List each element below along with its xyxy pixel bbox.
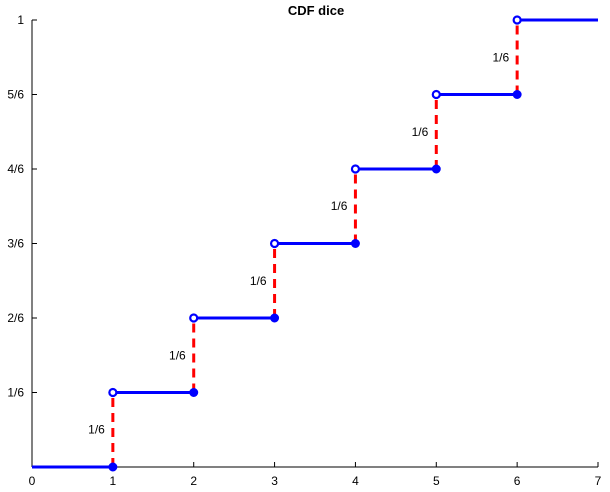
- closed-point: [431, 164, 441, 174]
- y-tick-label: 2/6: [7, 311, 24, 325]
- closed-point: [512, 90, 522, 100]
- closed-point: [189, 387, 199, 397]
- step-markers: [108, 15, 522, 472]
- x-tick-label: 3: [271, 474, 278, 488]
- x-tick-label: 5: [433, 474, 440, 488]
- jump-label: 1/6: [169, 348, 186, 362]
- closed-point: [270, 313, 280, 323]
- y-tick-label: 1: [17, 13, 24, 27]
- step-series: [32, 18, 598, 469]
- jump-label: 1/6: [250, 274, 267, 288]
- y-tick-label: 5/6: [7, 88, 24, 102]
- x-tick-label: 4: [352, 474, 359, 488]
- y-tick-label: 1/6: [7, 386, 24, 400]
- jump-label: 1/6: [88, 423, 105, 437]
- open-point: [350, 164, 361, 174]
- x-axis-ticks: 0 1 2 3 4 5 6 7: [29, 462, 602, 488]
- chart-title: CDF dice: [288, 3, 344, 18]
- jump-label: 1/6: [331, 199, 348, 213]
- closed-point: [350, 239, 360, 248]
- open-point: [269, 238, 280, 249]
- jump-label: 1/6: [492, 50, 509, 64]
- x-tick-label: 6: [514, 474, 521, 488]
- jump-series: 1/6 1/6 1/6 1/6 1/6 1/6: [88, 20, 519, 467]
- x-tick-label: 7: [595, 474, 602, 488]
- y-axis-ticks: 1/6 2/6 3/6 4/6 5/6 1: [7, 13, 37, 400]
- open-point: [512, 15, 522, 25]
- jump-label: 1/6: [412, 125, 429, 139]
- y-tick-label: 4/6: [7, 162, 24, 176]
- open-point: [189, 313, 199, 323]
- open-point: [108, 387, 118, 398]
- x-tick-label: 1: [110, 474, 117, 488]
- x-tick-label: 0: [29, 474, 36, 488]
- closed-point: [108, 462, 118, 472]
- open-point: [431, 89, 441, 100]
- y-tick-label: 3/6: [7, 237, 24, 251]
- x-tick-label: 2: [190, 474, 197, 488]
